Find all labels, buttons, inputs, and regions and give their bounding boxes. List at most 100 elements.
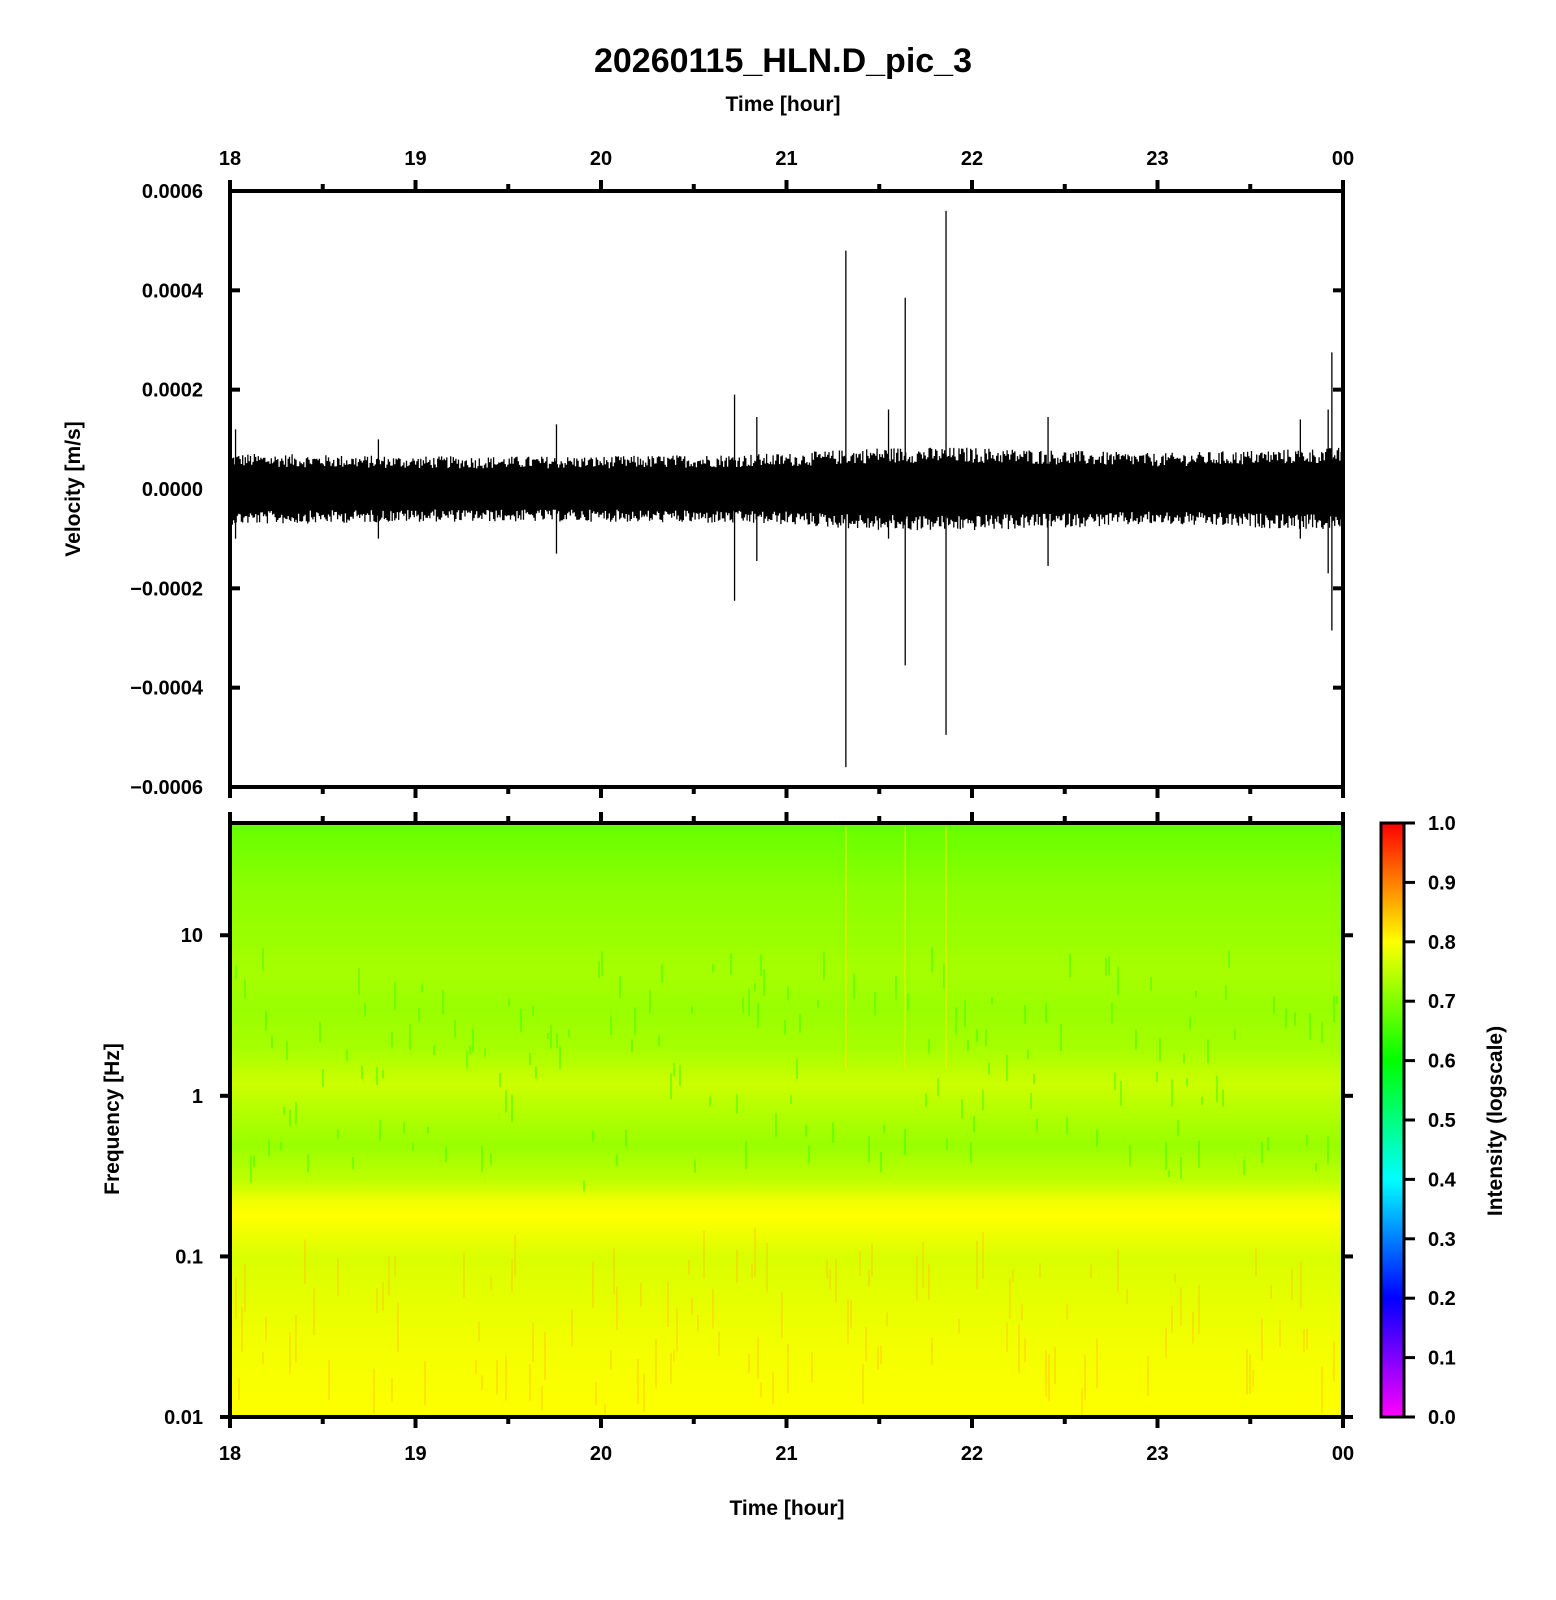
spectrogram-band bbox=[230, 1113, 1343, 1116]
spectrogram-band bbox=[230, 877, 1343, 880]
colorbar-tick-label: 0.9 bbox=[1428, 872, 1456, 894]
spectrogram-band bbox=[230, 987, 1343, 990]
spectrogram-band bbox=[230, 1083, 1343, 1086]
spectrogram-band bbox=[230, 1109, 1343, 1112]
spectrogram-band bbox=[230, 1241, 1343, 1244]
spectrogram-band bbox=[230, 1223, 1343, 1226]
velocity-noise-core bbox=[230, 474, 1343, 504]
spectrogram-band bbox=[230, 839, 1343, 842]
spectrogram-band bbox=[230, 1373, 1343, 1376]
top-x-axis-label: Time [hour] bbox=[725, 93, 840, 116]
spectrogram-band bbox=[230, 865, 1343, 868]
spectrogram-band bbox=[230, 1201, 1343, 1204]
spectrogram-band bbox=[230, 849, 1343, 852]
spectrogram-band bbox=[230, 825, 1343, 828]
spectrogram-band bbox=[230, 1267, 1343, 1270]
spectrogram-band bbox=[230, 1069, 1343, 1072]
spectrogram-band bbox=[230, 855, 1343, 858]
spectrogram-band bbox=[230, 1101, 1343, 1104]
spectrogram-band bbox=[230, 903, 1343, 906]
spectrogram-band bbox=[230, 1339, 1343, 1342]
spectrogram-band bbox=[230, 1219, 1343, 1222]
spectrogram-band bbox=[230, 895, 1343, 898]
spectrogram-band bbox=[230, 1237, 1343, 1240]
spectrogram-band bbox=[230, 933, 1343, 936]
spectrogram-band bbox=[230, 1165, 1343, 1168]
spectrogram-band bbox=[230, 953, 1343, 956]
spectrogram-band bbox=[230, 1043, 1343, 1046]
velocity-y-tick-label: −0.0004 bbox=[130, 678, 204, 700]
spectrogram-band bbox=[230, 1405, 1343, 1408]
spectrogram-band bbox=[230, 1287, 1343, 1290]
spectrogram-band bbox=[230, 1225, 1343, 1228]
velocity-top-x-tick-label: 23 bbox=[1146, 148, 1168, 170]
spectrogram-band bbox=[230, 1277, 1343, 1280]
spectrogram-band bbox=[230, 1053, 1343, 1056]
velocity-y-tick-label: −0.0002 bbox=[130, 578, 203, 600]
spectrogram-band bbox=[230, 955, 1343, 958]
spectrogram-band bbox=[230, 1371, 1343, 1374]
velocity-y-tick-label: 0.0000 bbox=[142, 479, 203, 501]
spectrogram-band bbox=[230, 845, 1343, 848]
spectrogram-band bbox=[230, 963, 1343, 966]
spectrogram-band bbox=[230, 1247, 1343, 1250]
colorbar-gradient bbox=[1379, 821, 1406, 1419]
spectrogram-band bbox=[230, 1123, 1343, 1126]
spectrogram-band bbox=[230, 897, 1343, 900]
colorbar-tick-label: 0.6 bbox=[1428, 1051, 1456, 1073]
velocity-y-tick-label: 0.0006 bbox=[142, 181, 203, 203]
spectrogram-band bbox=[230, 1205, 1343, 1208]
spectrogram-band bbox=[230, 1125, 1343, 1128]
spectrogram-band bbox=[230, 1311, 1343, 1314]
spectrogram-band bbox=[230, 1097, 1343, 1100]
velocity-y-tick-label: 0.0002 bbox=[142, 380, 203, 402]
spectrogram-x-tick-label: 18 bbox=[219, 1443, 241, 1465]
spectrogram-texture bbox=[235, 947, 1338, 1417]
spectrogram-band bbox=[230, 1239, 1343, 1242]
spectrogram-band bbox=[230, 1085, 1343, 1088]
spectrogram-band bbox=[230, 1397, 1343, 1400]
spectrogram-band bbox=[230, 1299, 1343, 1302]
spectrogram-band bbox=[230, 913, 1343, 916]
spectrogram-band bbox=[230, 1071, 1343, 1074]
colorbar-tick-label: 0.5 bbox=[1428, 1110, 1456, 1132]
spectrogram-band bbox=[230, 1055, 1343, 1058]
spectrogram-band bbox=[230, 1335, 1343, 1338]
spectrogram-band bbox=[230, 1033, 1343, 1036]
spectrogram-band bbox=[230, 1037, 1343, 1040]
spectrogram-band bbox=[230, 975, 1343, 978]
spectrogram-band bbox=[230, 943, 1343, 946]
spectrogram-band bbox=[230, 969, 1343, 972]
spectrogram-band bbox=[230, 1389, 1343, 1392]
spectrogram-x-axis-label: Time [hour] bbox=[729, 1497, 844, 1520]
spectrogram-band bbox=[230, 1153, 1343, 1156]
spectrogram-band bbox=[230, 1155, 1343, 1158]
spectrogram-band bbox=[230, 1269, 1343, 1272]
spectrogram-band bbox=[230, 1321, 1343, 1324]
spectrogram-band bbox=[230, 829, 1343, 832]
spectrogram-band bbox=[230, 1029, 1343, 1032]
spectrogram-band bbox=[230, 1333, 1343, 1336]
spectrogram-band bbox=[230, 843, 1343, 846]
spectrogram-band bbox=[230, 919, 1343, 922]
colorbar-tick-label: 0.7 bbox=[1428, 991, 1456, 1013]
spectrogram-band bbox=[230, 1075, 1343, 1078]
spectrogram-band bbox=[230, 1031, 1343, 1034]
spectrogram-band bbox=[230, 979, 1343, 982]
spectrogram-band bbox=[230, 965, 1343, 968]
spectrogram-band bbox=[230, 1403, 1343, 1406]
spectrogram-band bbox=[230, 1167, 1343, 1170]
spectrogram-band bbox=[230, 991, 1343, 994]
velocity-top-x-tick-label: 20 bbox=[590, 148, 612, 170]
spectrogram-band bbox=[230, 835, 1343, 838]
spectrogram-band bbox=[230, 957, 1343, 960]
spectrogram-band bbox=[230, 1271, 1343, 1274]
spectrogram-band bbox=[230, 1391, 1343, 1394]
spectrogram-band bbox=[230, 1117, 1343, 1120]
spectrogram-band bbox=[230, 1207, 1343, 1210]
spectrogram-band bbox=[230, 1359, 1343, 1362]
spectrogram-band bbox=[230, 1019, 1343, 1022]
spectrogram-band bbox=[230, 1119, 1343, 1122]
spectrogram-band bbox=[230, 1369, 1343, 1372]
